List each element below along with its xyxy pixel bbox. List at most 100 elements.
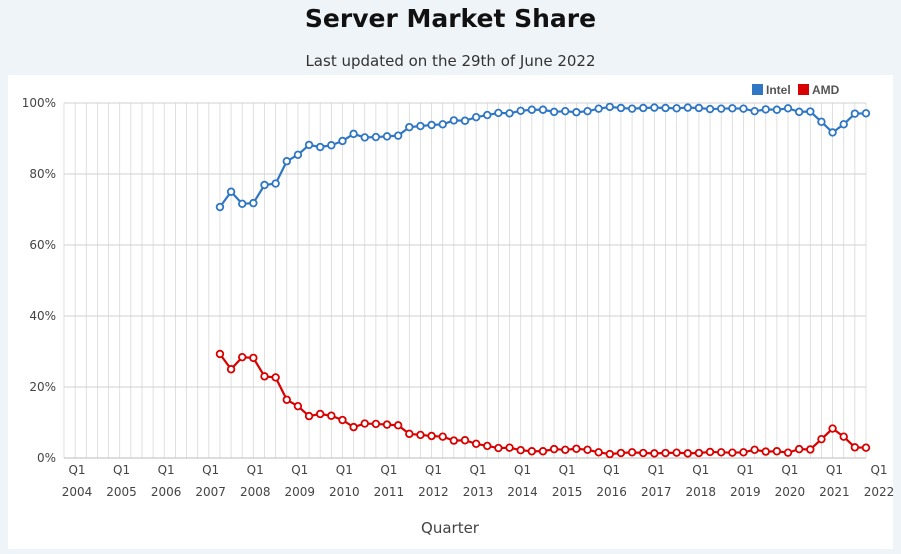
data-point-amd[interactable] <box>739 448 748 457</box>
data-point-intel[interactable] <box>750 106 759 116</box>
data-point-intel[interactable] <box>260 180 269 190</box>
data-point-intel[interactable] <box>494 108 503 118</box>
data-point-intel[interactable] <box>683 103 692 112</box>
data-point-amd[interactable] <box>405 429 414 439</box>
data-point-intel[interactable] <box>839 120 848 129</box>
data-point-amd[interactable] <box>483 441 492 451</box>
data-point-amd[interactable] <box>349 422 358 432</box>
data-point-intel[interactable] <box>371 132 381 142</box>
legend-label-intel[interactable]: Intel <box>766 83 791 97</box>
data-point-amd[interactable] <box>672 448 681 457</box>
legend-label-amd[interactable]: AMD <box>812 83 840 97</box>
data-point-intel[interactable] <box>561 106 570 116</box>
data-point-amd[interactable] <box>360 419 369 428</box>
data-point-intel[interactable] <box>471 112 481 122</box>
data-point-intel[interactable] <box>327 141 336 150</box>
data-point-intel[interactable] <box>483 110 492 120</box>
data-point-intel[interactable] <box>315 142 325 152</box>
data-point-intel[interactable] <box>516 106 525 116</box>
data-point-amd[interactable] <box>449 436 459 445</box>
data-point-amd[interactable] <box>527 447 537 456</box>
data-point-intel[interactable] <box>572 108 581 117</box>
data-point-intel[interactable] <box>650 103 659 112</box>
data-point-intel[interactable] <box>861 109 871 118</box>
data-point-amd[interactable] <box>583 445 592 455</box>
data-point-intel[interactable] <box>427 120 436 130</box>
data-point-intel[interactable] <box>360 133 369 142</box>
data-point-amd[interactable] <box>716 448 726 457</box>
data-point-amd[interactable] <box>850 443 860 452</box>
data-point-amd[interactable] <box>271 373 280 382</box>
data-point-intel[interactable] <box>527 105 537 114</box>
data-point-intel[interactable] <box>304 140 314 150</box>
data-point-intel[interactable] <box>772 105 782 114</box>
data-point-amd[interactable] <box>471 439 481 448</box>
data-point-amd[interactable] <box>572 444 581 453</box>
data-point-amd[interactable] <box>783 448 793 457</box>
data-point-intel[interactable] <box>460 116 470 125</box>
data-point-amd[interactable] <box>828 424 837 433</box>
data-point-intel[interactable] <box>449 116 459 125</box>
data-point-amd[interactable] <box>761 447 770 456</box>
data-point-amd[interactable] <box>505 443 514 452</box>
data-point-intel[interactable] <box>293 150 303 160</box>
data-point-amd[interactable] <box>661 448 670 458</box>
data-point-intel[interactable] <box>416 121 425 131</box>
data-point-amd[interactable] <box>238 352 247 362</box>
data-point-intel[interactable] <box>850 109 860 118</box>
data-point-intel[interactable] <box>828 128 837 137</box>
data-point-intel[interactable] <box>249 198 258 208</box>
data-point-amd[interactable] <box>249 353 258 363</box>
data-point-amd[interactable] <box>750 445 759 455</box>
data-point-intel[interactable] <box>438 120 447 129</box>
data-point-intel[interactable] <box>238 199 247 209</box>
data-point-amd[interactable] <box>327 411 336 420</box>
data-point-intel[interactable] <box>672 104 681 113</box>
data-point-amd[interactable] <box>839 432 848 441</box>
data-point-intel[interactable] <box>661 103 670 113</box>
data-point-amd[interactable] <box>427 431 436 441</box>
data-point-amd[interactable] <box>382 420 392 429</box>
data-point-intel[interactable] <box>505 109 514 118</box>
data-point-amd[interactable] <box>616 448 626 458</box>
data-point-intel[interactable] <box>817 117 826 127</box>
data-point-amd[interactable] <box>371 419 381 429</box>
data-point-intel[interactable] <box>549 107 559 117</box>
data-point-intel[interactable] <box>215 202 225 212</box>
data-point-amd[interactable] <box>772 447 782 456</box>
data-point-amd[interactable] <box>304 411 314 421</box>
data-point-intel[interactable] <box>538 105 548 114</box>
data-point-amd[interactable] <box>538 447 548 456</box>
data-point-amd[interactable] <box>416 430 425 440</box>
data-point-amd[interactable] <box>817 434 826 444</box>
data-point-amd[interactable] <box>282 395 291 404</box>
data-point-amd[interactable] <box>861 443 871 452</box>
data-point-amd[interactable] <box>694 448 704 458</box>
data-point-intel[interactable] <box>583 106 592 116</box>
data-point-amd[interactable] <box>438 432 447 441</box>
data-point-amd[interactable] <box>549 444 559 454</box>
data-point-amd[interactable] <box>594 448 603 457</box>
data-point-amd[interactable] <box>460 436 470 445</box>
data-point-amd[interactable] <box>315 409 325 419</box>
data-point-intel[interactable] <box>605 102 615 112</box>
data-point-intel[interactable] <box>728 104 737 113</box>
data-point-amd[interactable] <box>393 421 403 430</box>
data-point-amd[interactable] <box>794 444 804 454</box>
data-point-amd[interactable] <box>226 365 236 374</box>
data-point-amd[interactable] <box>260 372 269 381</box>
data-point-intel[interactable] <box>271 179 280 188</box>
data-point-amd[interactable] <box>516 445 525 455</box>
data-point-intel[interactable] <box>694 103 704 113</box>
data-point-amd[interactable] <box>728 448 737 457</box>
data-point-intel[interactable] <box>382 132 392 141</box>
data-point-amd[interactable] <box>683 449 692 458</box>
data-point-intel[interactable] <box>393 131 403 140</box>
data-point-amd[interactable] <box>627 448 637 457</box>
data-point-amd[interactable] <box>561 445 570 455</box>
data-point-intel[interactable] <box>794 107 804 117</box>
data-point-intel[interactable] <box>282 157 291 166</box>
data-point-intel[interactable] <box>739 104 748 113</box>
data-point-amd[interactable] <box>806 445 815 454</box>
data-point-amd[interactable] <box>605 449 615 459</box>
